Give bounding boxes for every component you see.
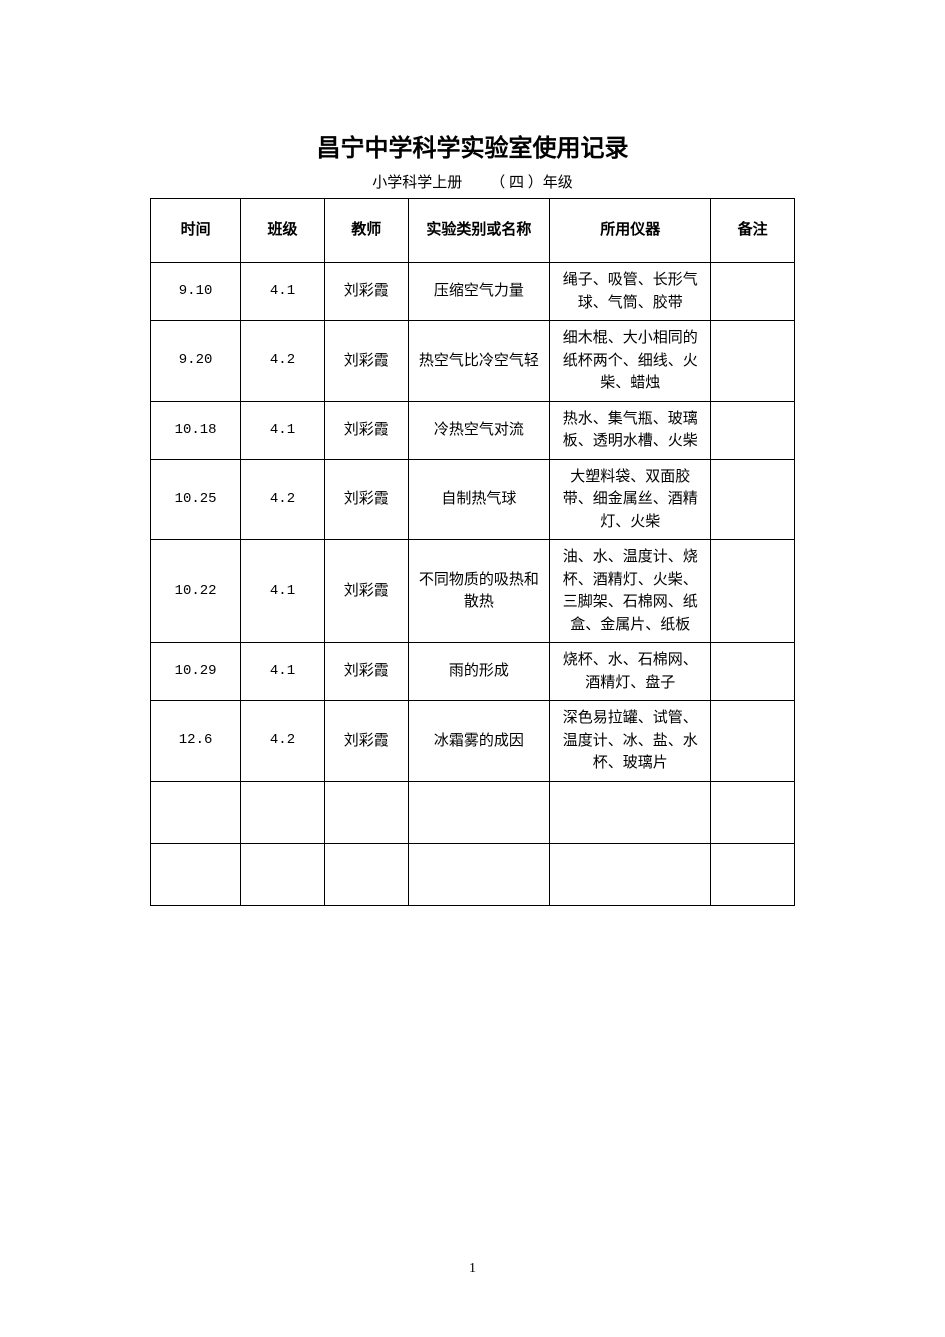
table-body: 9.10 4.1 刘彩霞 压缩空气力量 绳子、吸管、长形气球、气筒、胶带 9.2… [151,263,795,906]
header-time: 时间 [151,199,241,263]
cell-class: 4.2 [241,321,325,402]
table-row-empty [151,843,795,905]
page-container: 昌宁中学科学实验室使用记录 小学科学上册 （ 四 ）年级 时间 班级 教师 实验类… [0,0,945,906]
table-row: 10.18 4.1 刘彩霞 冷热空气对流 热水、集气瓶、玻璃板、透明水槽、火柴 [151,401,795,459]
document-subtitle: 小学科学上册 （ 四 ）年级 [150,171,795,192]
cell-experiment: 冰霜雾的成因 [408,701,550,782]
cell-teacher: 刘彩霞 [324,263,408,321]
header-teacher: 教师 [324,199,408,263]
cell-time: 12.6 [151,701,241,782]
cell-time [151,843,241,905]
cell-class: 4.1 [241,643,325,701]
cell-note [711,321,795,402]
header-instrument: 所用仪器 [550,199,711,263]
cell-teacher: 刘彩霞 [324,643,408,701]
cell-experiment: 自制热气球 [408,459,550,540]
cell-time: 10.29 [151,643,241,701]
cell-experiment [408,843,550,905]
header-class: 班级 [241,199,325,263]
subtitle-grade: 四 [509,175,524,191]
cell-experiment [408,781,550,843]
subtitle-grade-close: ）年级 [528,175,573,191]
cell-teacher: 刘彩霞 [324,459,408,540]
cell-note [711,401,795,459]
cell-instrument [550,843,711,905]
cell-note [711,459,795,540]
cell-class: 4.1 [241,540,325,643]
cell-experiment: 雨的形成 [408,643,550,701]
cell-time [151,781,241,843]
cell-note [711,781,795,843]
cell-time: 10.25 [151,459,241,540]
lab-record-table: 时间 班级 教师 实验类别或名称 所用仪器 备注 9.10 4.1 刘彩霞 压缩… [150,198,795,906]
header-note: 备注 [711,199,795,263]
cell-class: 4.1 [241,401,325,459]
cell-note [711,540,795,643]
cell-teacher [324,781,408,843]
cell-teacher [324,843,408,905]
table-row: 12.6 4.2 刘彩霞 冰霜雾的成因 深色易拉罐、试管、温度计、冰、盐、水杯、… [151,701,795,782]
table-row: 10.29 4.1 刘彩霞 雨的形成 烧杯、水、石棉网、酒精灯、盘子 [151,643,795,701]
table-row: 10.22 4.1 刘彩霞 不同物质的吸热和散热 油、水、温度计、烧杯、酒精灯、… [151,540,795,643]
table-header-row: 时间 班级 教师 实验类别或名称 所用仪器 备注 [151,199,795,263]
document-title: 昌宁中学科学实验室使用记录 [150,128,795,163]
cell-instrument: 烧杯、水、石棉网、酒精灯、盘子 [550,643,711,701]
cell-instrument [550,781,711,843]
table-row: 9.20 4.2 刘彩霞 热空气比冷空气轻 细木棍、大小相同的纸杯两个、细线、火… [151,321,795,402]
cell-instrument: 油、水、温度计、烧杯、酒精灯、火柴、三脚架、石棉网、纸盒、金属片、纸板 [550,540,711,643]
subtitle-prefix: 小学科学上册 [372,175,462,191]
subtitle-grade-open: （ [490,175,505,191]
cell-note [711,263,795,321]
table-row-empty [151,781,795,843]
cell-teacher: 刘彩霞 [324,701,408,782]
cell-note [711,843,795,905]
cell-class: 4.2 [241,701,325,782]
cell-instrument: 深色易拉罐、试管、温度计、冰、盐、水杯、玻璃片 [550,701,711,782]
cell-experiment: 不同物质的吸热和散热 [408,540,550,643]
cell-instrument: 绳子、吸管、长形气球、气筒、胶带 [550,263,711,321]
cell-teacher: 刘彩霞 [324,321,408,402]
cell-instrument: 大塑料袋、双面胶带、细金属丝、酒精灯、火柴 [550,459,711,540]
cell-instrument: 细木棍、大小相同的纸杯两个、细线、火柴、蜡烛 [550,321,711,402]
cell-note [711,701,795,782]
cell-time: 10.18 [151,401,241,459]
cell-time: 10.22 [151,540,241,643]
cell-class: 4.2 [241,459,325,540]
cell-time: 9.20 [151,321,241,402]
page-number: 1 [0,1261,945,1277]
cell-time: 9.10 [151,263,241,321]
header-experiment: 实验类别或名称 [408,199,550,263]
cell-experiment: 冷热空气对流 [408,401,550,459]
table-row: 10.25 4.2 刘彩霞 自制热气球 大塑料袋、双面胶带、细金属丝、酒精灯、火… [151,459,795,540]
table-row: 9.10 4.1 刘彩霞 压缩空气力量 绳子、吸管、长形气球、气筒、胶带 [151,263,795,321]
cell-teacher: 刘彩霞 [324,401,408,459]
cell-teacher: 刘彩霞 [324,540,408,643]
cell-class: 4.1 [241,263,325,321]
cell-experiment: 压缩空气力量 [408,263,550,321]
cell-note [711,643,795,701]
cell-class [241,781,325,843]
cell-instrument: 热水、集气瓶、玻璃板、透明水槽、火柴 [550,401,711,459]
cell-experiment: 热空气比冷空气轻 [408,321,550,402]
cell-class [241,843,325,905]
